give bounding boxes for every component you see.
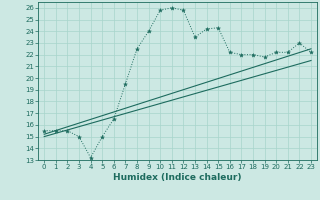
X-axis label: Humidex (Indice chaleur): Humidex (Indice chaleur): [113, 173, 242, 182]
